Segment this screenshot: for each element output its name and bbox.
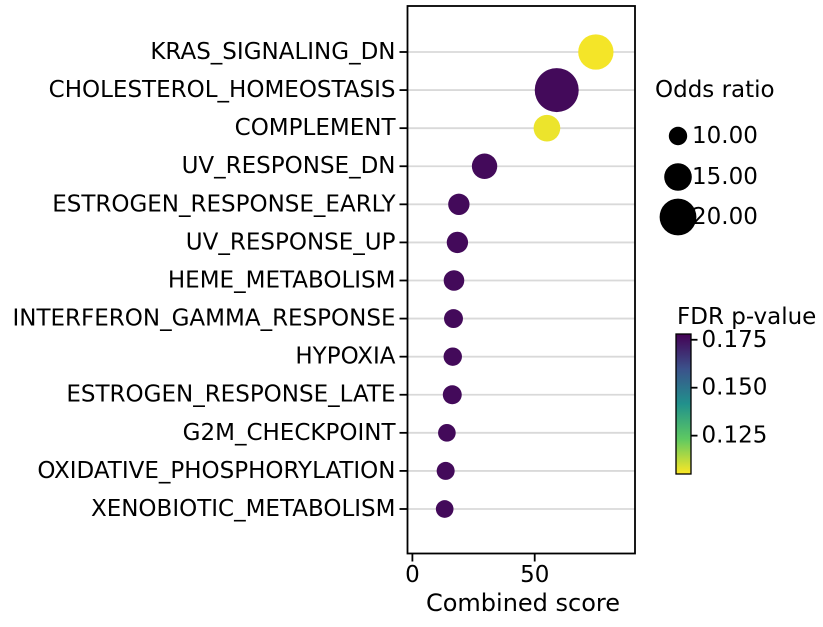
colorbar-tick-label: 0.125: [702, 423, 768, 449]
colorbar: [675, 333, 692, 475]
category-label-estrogen_response_late: ESTROGEN_RESPONSE_LATE: [66, 382, 395, 408]
colorbar-group: FDR p-value 0.175 0.150 0.125: [675, 304, 816, 475]
data-point-heme_metabolism: [443, 270, 465, 291]
size-legend-circle: [664, 163, 692, 191]
colorbar-title: FDR p-value: [677, 304, 816, 330]
category-label-uv_response_up: UV_RESPONSE_UP: [186, 229, 396, 255]
x-axis-tick-marks: [411, 553, 536, 562]
category-label-g2m_checkpoint: G2M_CHECKPOINT: [183, 420, 397, 446]
y-axis-category-labels: KRAS_SIGNALING_DN CHOLESTEROL_HOMEOSTASIS…: [12, 39, 396, 522]
category-label-estrogen_response_early: ESTROGEN_RESPONSE_EARLY: [52, 191, 396, 217]
data-point-hypoxia: [443, 347, 462, 366]
data-point-complement: [533, 114, 561, 142]
x-tick-label: 0: [405, 562, 420, 588]
x-tick-label: 50: [520, 562, 549, 588]
category-label-interferon_gamma_response: INTERFERON_GAMMA_RESPONSE: [12, 306, 395, 332]
category-label-kras_signaling_dn: KRAS_SIGNALING_DN: [150, 39, 395, 65]
data-point-xenobiotic_metabolism: [435, 500, 454, 518]
data-point-estrogen_response_late: [442, 385, 462, 405]
data-point-interferon_gamma_response: [444, 309, 463, 329]
category-label-xenobiotic_metabolism: XENOBIOTIC_METABOLISM: [91, 496, 396, 522]
category-label-cholesterol_homeostasis: CHOLESTEROL_HOMEOSTASIS: [49, 77, 396, 103]
data-point-g2m_checkpoint: [438, 423, 456, 442]
data-point-uv_response_up: [446, 231, 469, 254]
plot-border: [406, 5, 636, 555]
data-point-cholesterol_homeostasis: [534, 68, 579, 113]
size-legend-title: Odds ratio: [655, 77, 775, 103]
data-point-kras_signaling_dn: [578, 34, 614, 70]
data-point-uv_response_dn: [471, 153, 498, 179]
size-legend-entries: 10.00 15.00 20.00: [659, 123, 758, 236]
size-legend-label: 15.00: [692, 164, 758, 190]
y-axis-tick-marks: [399, 51, 408, 510]
x-axis-tick-labels: 0 50: [405, 562, 549, 588]
data-point-estrogen_response_early: [448, 193, 470, 216]
category-label-complement: COMPLEMENT: [235, 115, 397, 141]
size-legend-circle: [659, 198, 697, 236]
category-label-uv_response_dn: UV_RESPONSE_DN: [182, 153, 396, 179]
colorbar-tick-label: 0.150: [702, 375, 768, 401]
category-label-heme_metabolism: HEME_METABOLISM: [168, 267, 396, 293]
colorbar-tick-label: 0.175: [702, 327, 768, 353]
size-legend-label: 10.00: [692, 123, 758, 149]
colorbar-ticks: 0.175 0.150 0.125: [691, 327, 767, 449]
category-label-hypoxia: HYPOXIA: [295, 344, 395, 370]
x-axis-title: Combined score: [426, 589, 620, 617]
size-legend: Odds ratio 10.00 15.00 20.00: [655, 77, 775, 236]
size-legend-circle: [668, 126, 688, 146]
category-label-oxidative_phosphorylation: OXIDATIVE_PHOSPHORYLATION: [37, 458, 395, 484]
size-legend-label: 20.00: [692, 204, 758, 230]
data-points: [435, 34, 614, 518]
data-point-oxidative_phosphorylation: [436, 461, 455, 480]
